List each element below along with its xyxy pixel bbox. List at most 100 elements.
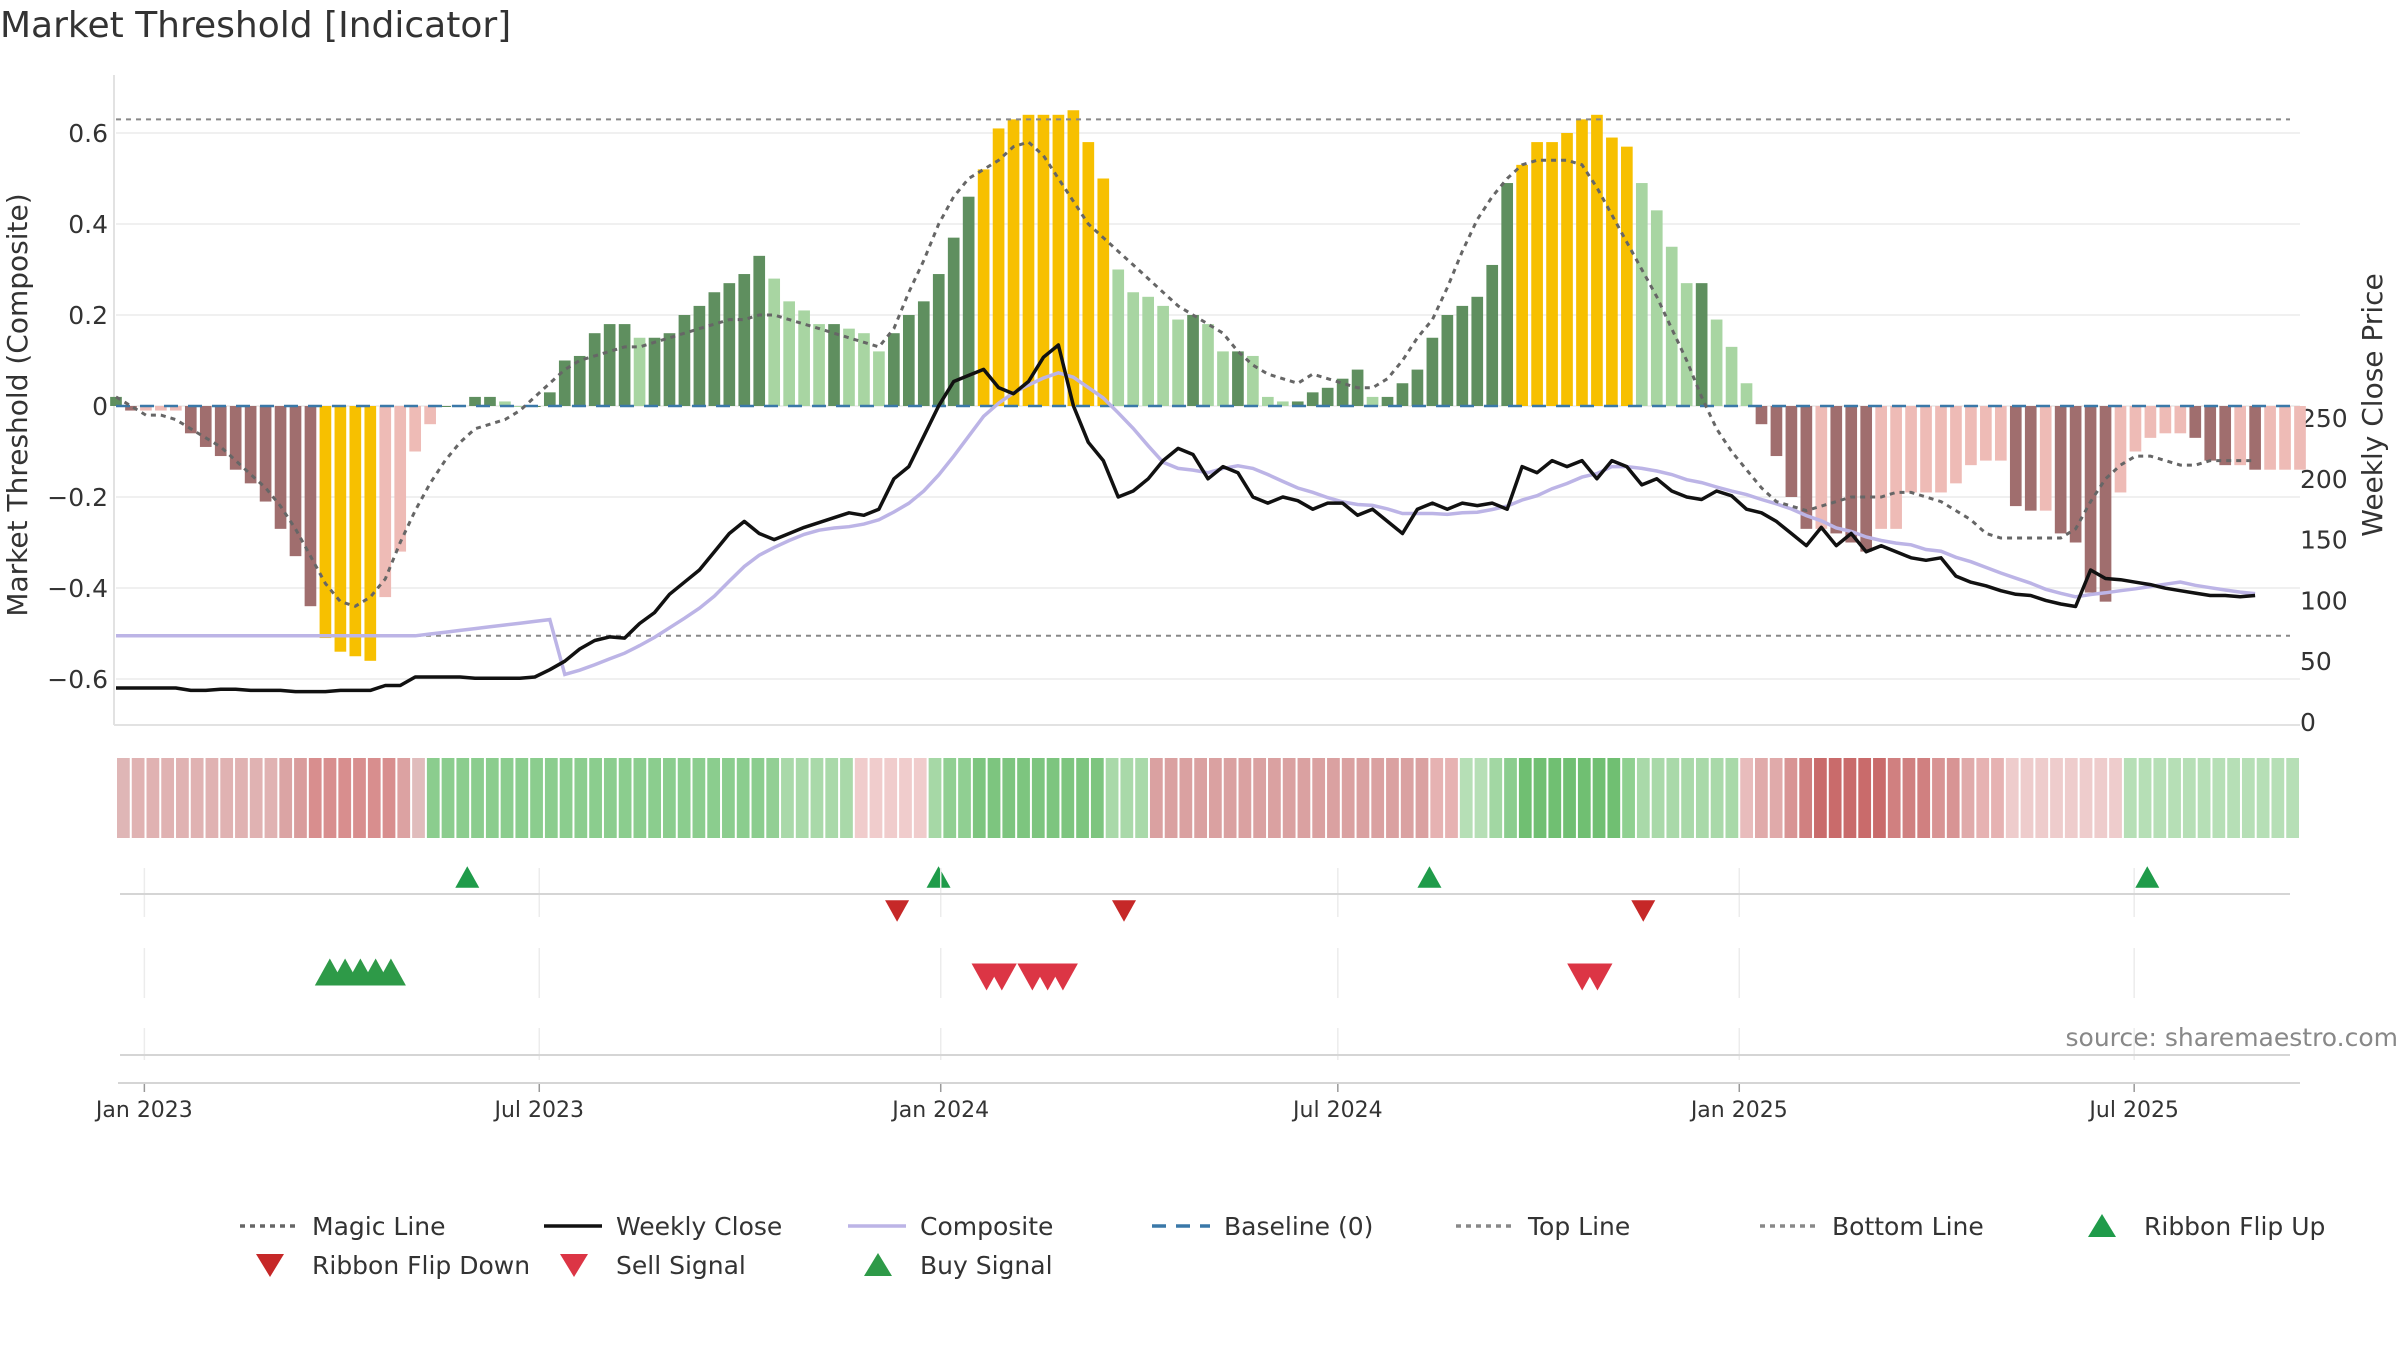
ribbon-cell (1577, 758, 1591, 838)
ribbon-cell (722, 758, 735, 838)
composite-bar (319, 406, 332, 639)
composite-bar (2159, 406, 2172, 434)
composite-bar (1561, 133, 1573, 406)
ribbon-cell (766, 758, 780, 838)
composite-bar (1695, 283, 1708, 406)
ribbon-cell (1592, 758, 1606, 838)
composite-bar (2129, 406, 2142, 452)
ribbon-cell (1031, 758, 1045, 838)
ribbon-flip-down-marker (1631, 900, 1656, 922)
ribbon-cell (648, 758, 661, 838)
ribbon-cell (353, 758, 366, 838)
ribbon-cell (190, 758, 204, 838)
composite-bar (1576, 119, 1588, 406)
ribbon-cell (1223, 758, 1237, 838)
ribbon-cell (1518, 758, 1532, 838)
composite-bar (199, 406, 212, 447)
composite-bar (678, 315, 691, 406)
ribbon-cell (2286, 758, 2299, 838)
composite-bar (1531, 142, 1543, 406)
composite-bar (1262, 396, 1274, 406)
composite-bar (110, 396, 122, 406)
composite-bar (1890, 406, 1902, 529)
ribbon-cell (1769, 758, 1783, 838)
y-right-tick-label: 100 (2300, 586, 2348, 615)
x-tick-label: Jan 2023 (94, 1098, 193, 1123)
composite-bar (1606, 137, 1618, 407)
y-axis-right-label: Weekly Close Price (2356, 273, 2389, 536)
ribbon-cell (1400, 758, 1414, 838)
composite-bar (962, 196, 975, 406)
ribbon-cell (928, 758, 942, 838)
composite-bar (1022, 114, 1035, 407)
ribbon-cell (1061, 758, 1075, 838)
ribbon-cell (279, 758, 293, 838)
composite-bar (1725, 346, 1738, 406)
ribbon-cell (441, 758, 455, 838)
composite-bar (1635, 183, 1648, 406)
ribbon-cell (1548, 758, 1562, 838)
composite-line (116, 370, 2256, 677)
composite-bar (2024, 406, 2037, 511)
ribbon-cell (1459, 758, 1473, 838)
composite-bar (618, 324, 631, 406)
legend-marker (864, 1253, 892, 1276)
composite-bar (1875, 406, 1887, 529)
composite-bar (155, 406, 167, 411)
composite-bar (379, 406, 392, 598)
composite-bar (693, 305, 706, 406)
ribbon-cell (2079, 758, 2093, 838)
ribbon-cell (692, 758, 706, 838)
composite-bar (1321, 387, 1334, 406)
ribbon-cell (736, 758, 750, 838)
ribbon-cell (677, 758, 691, 838)
ribbon-cell (515, 758, 529, 838)
composite-bar (723, 283, 736, 406)
ribbon-cell (1105, 758, 1119, 838)
composite-bar (1097, 178, 1110, 406)
composite-bar (1905, 406, 1917, 493)
ribbon-cell (1386, 758, 1399, 838)
ribbon-cell (574, 758, 588, 838)
legend-marker (2088, 1214, 2116, 1237)
composite-bar (1501, 183, 1514, 406)
ribbon-cell (1755, 758, 1768, 838)
ribbon-cell (367, 758, 381, 838)
composite-bar (648, 337, 661, 406)
ribbon-cell (943, 758, 957, 838)
composite-bar (843, 328, 855, 406)
ribbon-flip-up-marker (455, 866, 480, 888)
composite-bar (1621, 146, 1633, 406)
composite-bar (1037, 114, 1050, 407)
ribbon-cell (1710, 758, 1724, 838)
composite-bar (2069, 406, 2082, 543)
y-left-tick-label: 0.6 (68, 119, 108, 148)
ribbon-cell (544, 758, 558, 838)
ribbon-cell (323, 758, 337, 838)
composite-bar (1172, 319, 1184, 406)
ribbon-cell (1046, 758, 1060, 838)
sell-signal-marker (1582, 963, 1613, 991)
legend-label: Top Line (1527, 1212, 1630, 1241)
ribbon-cell (2197, 758, 2211, 838)
composite-bar (259, 406, 272, 502)
legend-label: Sell Signal (616, 1251, 746, 1280)
ribbon-cell (131, 758, 145, 838)
ribbon-cell (1607, 758, 1621, 838)
composite-bar (783, 301, 795, 406)
ribbon-cell (220, 758, 234, 838)
composite-bar (1007, 119, 1020, 406)
composite-bar (364, 406, 377, 661)
ribbon-cell (972, 758, 986, 838)
ribbon-cell (1991, 758, 2004, 838)
composite-bar (753, 255, 766, 406)
ribbon-cell (1504, 758, 1517, 838)
ribbon-cell (205, 758, 219, 838)
ribbon-cell (1238, 758, 1252, 838)
ribbon-cell (1799, 758, 1813, 838)
x-axis: Jan 2023 Jul 2023 Jan 2024 Jul 2024 Jan 2025… (94, 868, 2300, 1123)
composite-bar (1426, 337, 1439, 406)
composite-bar (2219, 406, 2232, 466)
ribbon-cell (854, 758, 868, 838)
ribbon-cell (589, 758, 602, 838)
